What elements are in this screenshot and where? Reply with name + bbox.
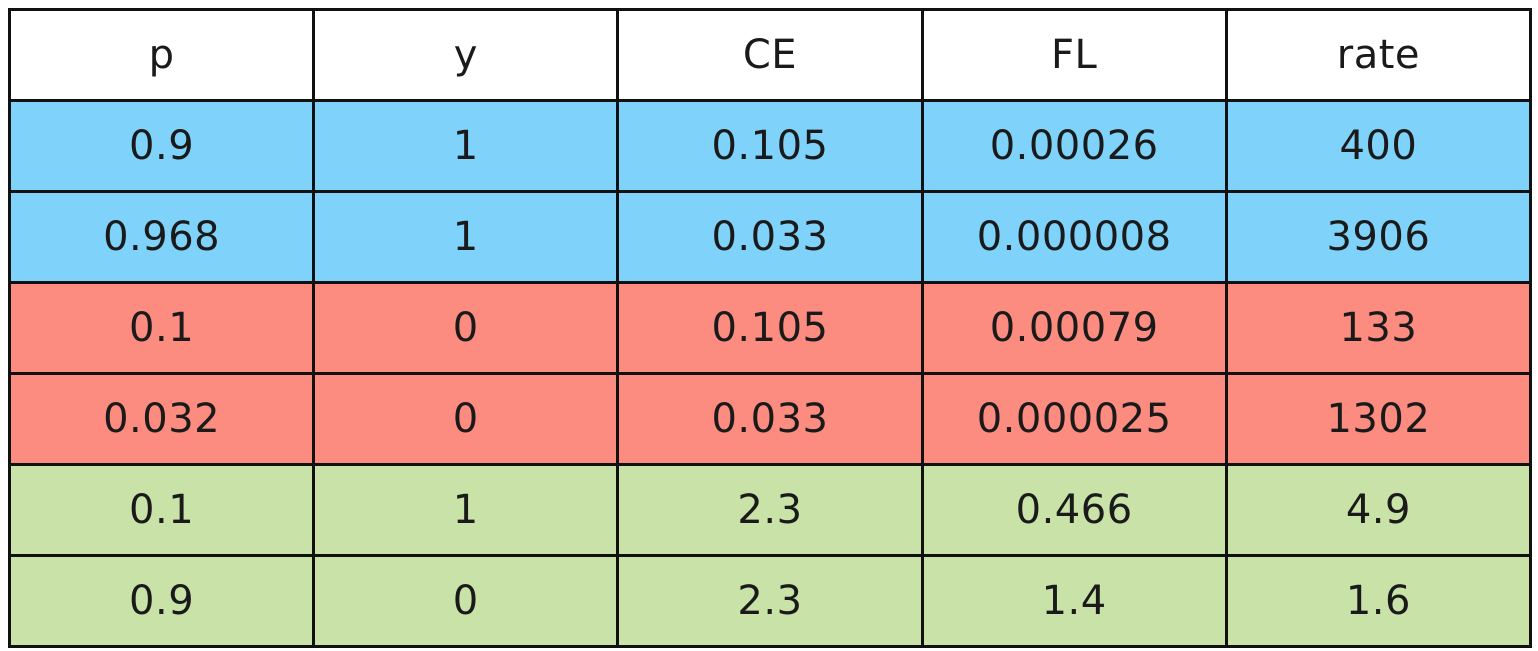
cell-y: 0 [312,554,620,648]
cell-rate: 1.6 [1224,554,1533,648]
cell-fl: 0.466 [920,463,1228,557]
cell-ce: 0.033 [616,190,924,284]
cell-ce: 0.105 [616,99,924,193]
cell-p: 0.1 [7,463,316,557]
header-fl: FL [920,8,1228,102]
cell-fl: 0.000025 [920,372,1228,466]
cell-rate: 1302 [1224,372,1533,466]
table-row: 0.1 0 0.105 0.00079 133 [7,281,1533,375]
header-rate: rate [1224,8,1533,102]
table-row: 0.9 1 0.105 0.00026 400 [7,99,1533,193]
header-y: y [312,8,620,102]
table-body: 0.9 1 0.105 0.00026 400 0.968 1 0.033 0.… [7,99,1533,648]
loss-comparison-table-container: p y CE FL rate 0.9 1 0.105 0.00026 400 0… [7,8,1533,648]
cell-fl: 0.00026 [920,99,1228,193]
cell-p: 0.9 [7,99,316,193]
cell-rate: 4.9 [1224,463,1533,557]
cell-p: 0.1 [7,281,316,375]
cell-p: 0.968 [7,190,316,284]
cell-y: 1 [312,99,620,193]
cell-rate: 133 [1224,281,1533,375]
table-header: p y CE FL rate [7,8,1533,102]
cell-ce: 0.105 [616,281,924,375]
cell-fl: 0.00079 [920,281,1228,375]
header-row: p y CE FL rate [7,8,1533,102]
cell-ce: 2.3 [616,463,924,557]
cell-p: 0.032 [7,372,316,466]
loss-comparison-table: p y CE FL rate 0.9 1 0.105 0.00026 400 0… [7,8,1533,648]
cell-y: 1 [312,190,620,284]
table-row: 0.032 0 0.033 0.000025 1302 [7,372,1533,466]
cell-y: 1 [312,463,620,557]
cell-y: 0 [312,281,620,375]
cell-rate: 400 [1224,99,1533,193]
table-row: 0.1 1 2.3 0.466 4.9 [7,463,1533,557]
table-row: 0.968 1 0.033 0.000008 3906 [7,190,1533,284]
header-p: p [7,8,316,102]
header-ce: CE [616,8,924,102]
cell-ce: 0.033 [616,372,924,466]
cell-fl: 0.000008 [920,190,1228,284]
cell-y: 0 [312,372,620,466]
cell-p: 0.9 [7,554,316,648]
cell-rate: 3906 [1224,190,1533,284]
table-row: 0.9 0 2.3 1.4 1.6 [7,554,1533,648]
cell-ce: 2.3 [616,554,924,648]
cell-fl: 1.4 [920,554,1228,648]
